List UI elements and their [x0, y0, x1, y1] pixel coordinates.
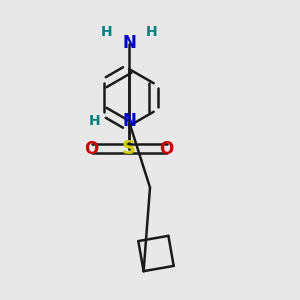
Text: S: S [122, 139, 136, 158]
Text: N: N [122, 112, 136, 130]
Text: O: O [159, 140, 174, 158]
Text: H: H [89, 114, 100, 128]
Text: N: N [122, 34, 136, 52]
Text: O: O [84, 140, 99, 158]
Text: H: H [101, 25, 112, 39]
Text: H: H [146, 25, 157, 39]
